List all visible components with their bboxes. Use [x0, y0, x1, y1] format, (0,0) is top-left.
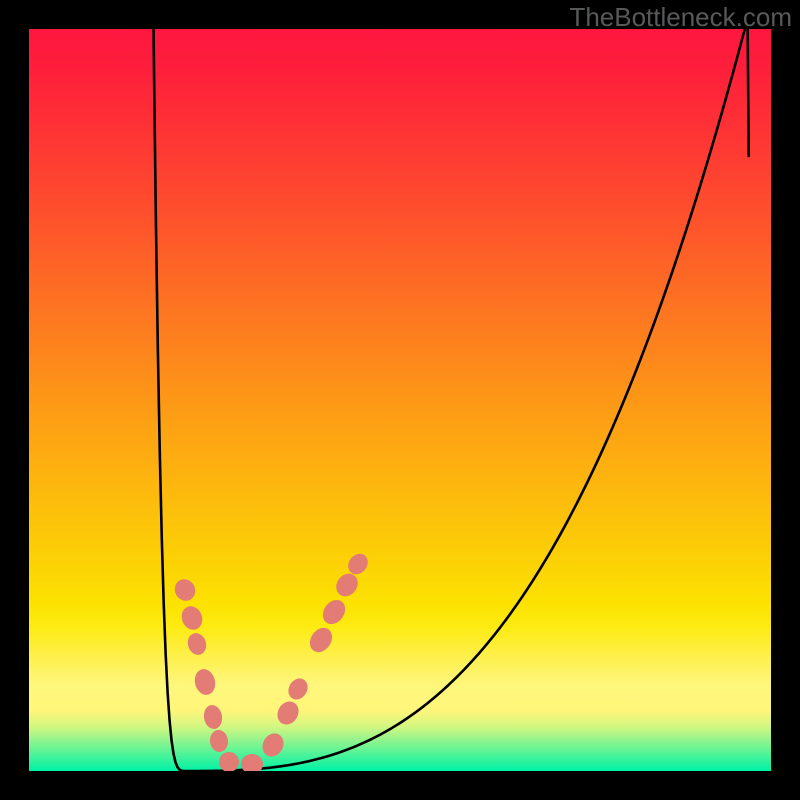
watermark-text: TheBottleneck.com	[569, 2, 792, 33]
chart-svg	[0, 0, 800, 800]
curve-marker	[219, 752, 239, 772]
plot-background	[29, 29, 771, 771]
chart-root: TheBottleneck.com	[0, 0, 800, 800]
